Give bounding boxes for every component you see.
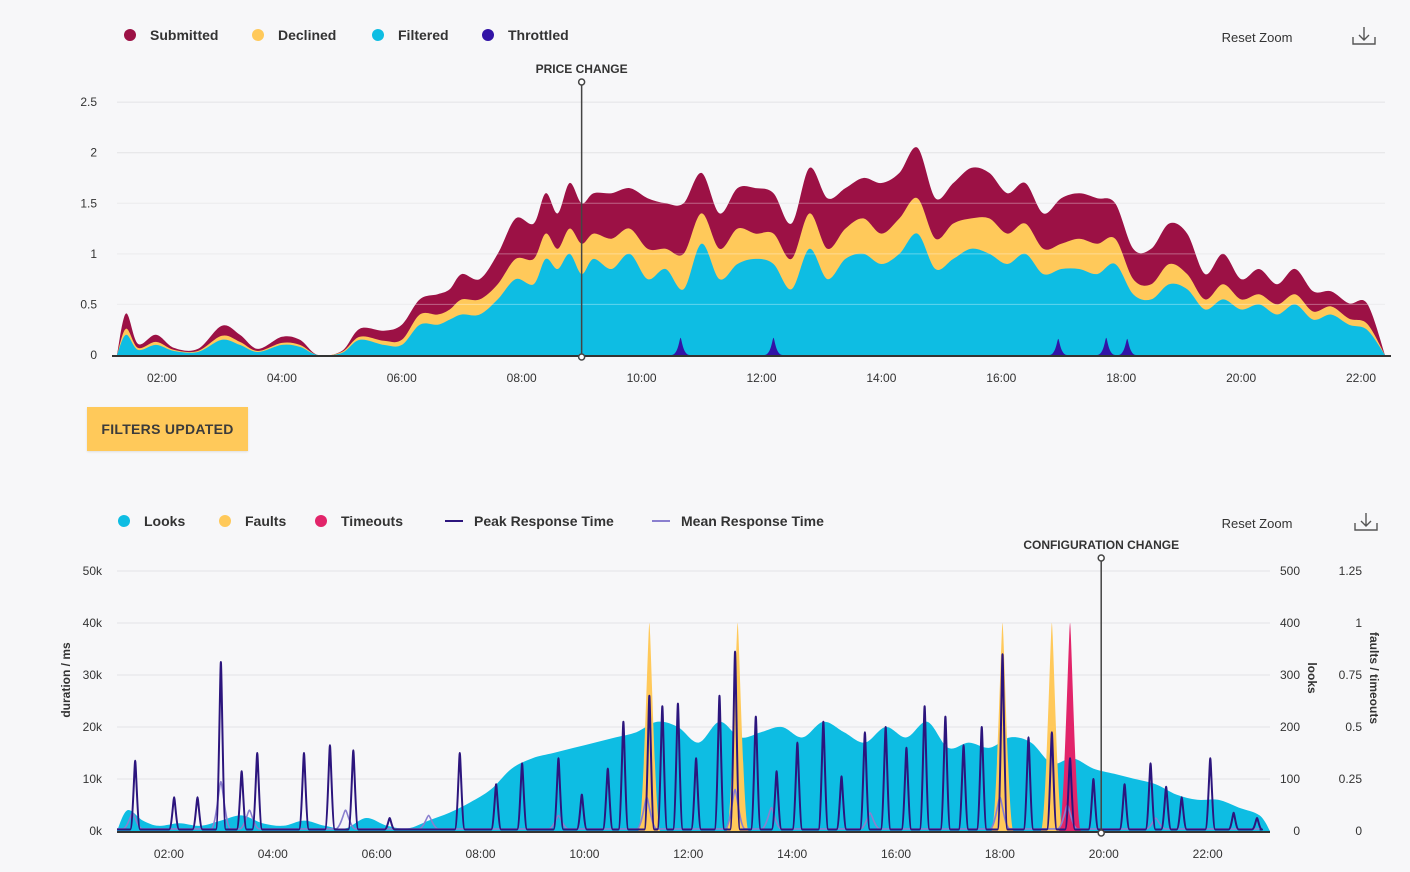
x-tick-label: 18:00 — [985, 847, 1015, 861]
x-tick-label: 02:00 — [154, 847, 184, 861]
x-tick-label: 12:00 — [673, 847, 703, 861]
y-tick-label-looks: 200 — [1280, 720, 1300, 734]
download-arrow — [1360, 513, 1372, 527]
legend-declined-label[interactable]: Declined — [278, 27, 336, 43]
area-throttled-peak — [764, 337, 783, 355]
legend-peak-response-time-label[interactable]: Peak Response Time — [474, 513, 614, 529]
reset-zoom-button-2[interactable]: Reset Zoom — [1222, 516, 1293, 531]
price-change-marker-bottom — [577, 353, 586, 361]
y-tick-label-duration: 0k — [89, 824, 103, 838]
line-peak-response-time — [117, 650, 1264, 831]
legend-looks-label[interactable]: Looks — [144, 513, 185, 529]
x-tick-label: 06:00 — [362, 847, 392, 861]
x-tick-label: 02:00 — [147, 371, 177, 385]
area-filtered — [117, 233, 1385, 356]
spike-faults — [1040, 623, 1063, 831]
area-throttled-peak — [671, 337, 690, 355]
x-tick-label: 22:00 — [1346, 371, 1376, 385]
x-tick-label: 04:00 — [267, 371, 297, 385]
legend-faults-marker — [219, 515, 231, 527]
legend-submitted-label[interactable]: Submitted — [150, 27, 218, 43]
area-throttled-peak — [1118, 338, 1137, 355]
y-tick-label-duration: 40k — [83, 616, 103, 630]
y-tick-label-looks: 300 — [1280, 668, 1300, 682]
y-tick-label-duration: 20k — [83, 720, 103, 734]
y-tick-label-duration: 50k — [83, 564, 103, 578]
x-tick-label: 12:00 — [746, 371, 776, 385]
y-tick-label-duration: 30k — [83, 668, 103, 682]
x-tick-label: 18:00 — [1106, 371, 1136, 385]
price-change-marker-top — [577, 78, 586, 86]
y-axis-title-faults: faults / timeouts — [1367, 632, 1381, 724]
x-tick-label: 20:00 — [1089, 847, 1119, 861]
area-throttled-peak — [1049, 338, 1068, 355]
x-tick-label: 20:00 — [1226, 371, 1256, 385]
x-tick-label: 16:00 — [881, 847, 911, 861]
y-tick-label-faults: 0 — [1355, 824, 1362, 838]
legend-timeouts-marker — [315, 515, 327, 527]
y-tick-label-faults: 0.75 — [1339, 668, 1363, 682]
legend-filtered-label[interactable]: Filtered — [398, 27, 449, 43]
download-icon[interactable] — [1352, 27, 1376, 45]
y-axis-title-looks: looks — [1305, 662, 1319, 694]
x-tick-label: 08:00 — [466, 847, 496, 861]
throughput-chart: Submitted Declined Filtered Throttled Reset … — [80, 27, 1391, 385]
configuration-change-marker-top — [1097, 554, 1105, 562]
legend-timeouts-label[interactable]: Timeouts — [341, 513, 403, 529]
y-tick-label-faults: 1 — [1355, 616, 1362, 630]
legend-throttled-label[interactable]: Throttled — [508, 27, 569, 43]
legend-looks-marker — [118, 515, 130, 527]
legend-declined-marker — [252, 29, 264, 41]
response-chart: Looks Faults Timeouts Peak Response Time Mea… — [59, 513, 1381, 861]
legend-submitted-marker — [124, 29, 136, 41]
y-tick-label: 0 — [90, 348, 97, 362]
download-tray — [1352, 37, 1376, 45]
spike-timeouts — [1059, 623, 1082, 831]
y-tick-label-looks: 400 — [1280, 616, 1300, 630]
legend-filtered-marker — [372, 29, 384, 41]
y-tick-label: 2 — [90, 146, 97, 160]
legend-throttled-marker — [482, 29, 494, 41]
price-change-label: PRICE CHANGE — [536, 62, 628, 76]
y-tick-label: 1 — [90, 247, 97, 261]
y-tick-label-faults: 1.25 — [1339, 564, 1363, 578]
x-tick-label: 14:00 — [777, 847, 807, 861]
y-tick-label-faults: 0.5 — [1345, 720, 1362, 734]
y-tick-label-looks: 100 — [1280, 772, 1300, 786]
y-tick-label-looks: 500 — [1280, 564, 1300, 578]
y-tick-label: 1.5 — [80, 196, 97, 210]
x-tick-label: 22:00 — [1193, 847, 1223, 861]
x-tick-label: 04:00 — [258, 847, 288, 861]
y-tick-label-duration: 10k — [83, 772, 103, 786]
y-tick-label: 2.5 — [80, 95, 97, 109]
reset-zoom-button[interactable]: Reset Zoom — [1222, 30, 1293, 45]
download-icon[interactable] — [1354, 513, 1378, 531]
x-tick-label: 14:00 — [866, 371, 896, 385]
area-throttled-peak — [1097, 337, 1116, 355]
configuration-change-marker-bottom — [1097, 829, 1105, 837]
y-tick-label: 0.5 — [80, 297, 97, 311]
x-tick-label: 16:00 — [986, 371, 1016, 385]
download-tray — [1354, 523, 1378, 531]
legend-faults-label[interactable]: Faults — [245, 513, 286, 529]
legend-mean-response-time-label[interactable]: Mean Response Time — [681, 513, 824, 529]
x-tick-label: 06:00 — [387, 371, 417, 385]
x-tick-label: 10:00 — [627, 371, 657, 385]
y-tick-label-looks: 0 — [1293, 824, 1300, 838]
y-tick-label-faults: 0.25 — [1339, 772, 1363, 786]
x-tick-label: 08:00 — [507, 371, 537, 385]
configuration-change-label: CONFIGURATION CHANGE — [1023, 538, 1179, 552]
spike-faults — [991, 623, 1014, 831]
download-arrow — [1358, 27, 1370, 41]
x-tick-label: 10:00 — [569, 847, 599, 861]
y-axis-title-duration: duration / ms — [59, 642, 73, 718]
filters-updated-button[interactable]: FILTERS UPDATED — [87, 407, 248, 451]
